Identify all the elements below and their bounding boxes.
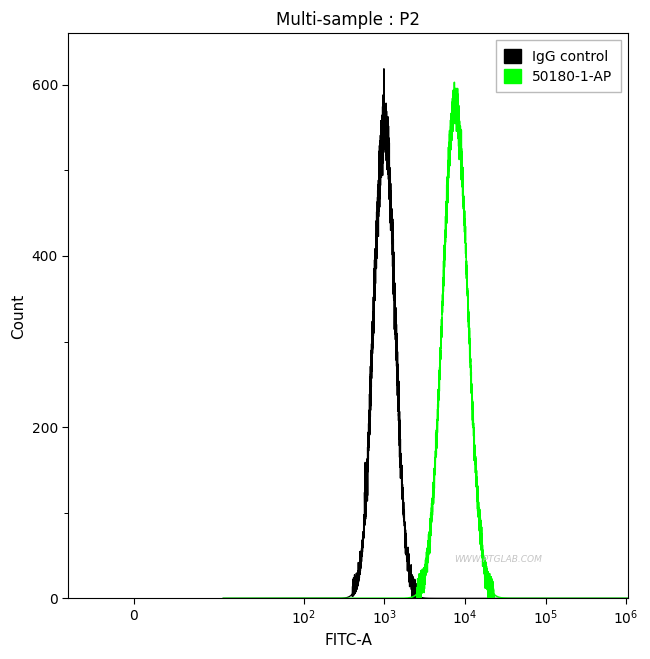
IgG control xyxy=(371,267,379,275)
50180-1-AP xyxy=(371,594,379,602)
50180-1-AP xyxy=(486,582,493,590)
50180-1-AP xyxy=(219,594,227,602)
IgG control xyxy=(467,594,475,602)
IgG control xyxy=(240,594,248,602)
Line: 50180-1-AP: 50180-1-AP xyxy=(223,82,642,598)
50180-1-AP xyxy=(240,594,248,602)
IgG control xyxy=(530,594,538,602)
Title: Multi-sample : P2: Multi-sample : P2 xyxy=(276,11,420,29)
IgG control xyxy=(552,594,560,602)
IgG control xyxy=(380,65,388,72)
50180-1-AP xyxy=(467,372,475,380)
50180-1-AP xyxy=(450,78,458,86)
Text: WWW.PTGLAB.COM: WWW.PTGLAB.COM xyxy=(454,555,542,563)
IgG control xyxy=(219,594,227,602)
IgG control xyxy=(486,594,493,602)
Line: IgG control: IgG control xyxy=(223,69,642,598)
50180-1-AP xyxy=(552,594,560,602)
X-axis label: FITC-A: FITC-A xyxy=(324,633,372,648)
50180-1-AP xyxy=(530,594,538,602)
50180-1-AP xyxy=(413,594,421,602)
Legend: IgG control, 50180-1-AP: IgG control, 50180-1-AP xyxy=(496,40,621,92)
IgG control xyxy=(638,594,646,602)
Y-axis label: Count: Count xyxy=(11,293,26,339)
50180-1-AP xyxy=(638,594,646,602)
